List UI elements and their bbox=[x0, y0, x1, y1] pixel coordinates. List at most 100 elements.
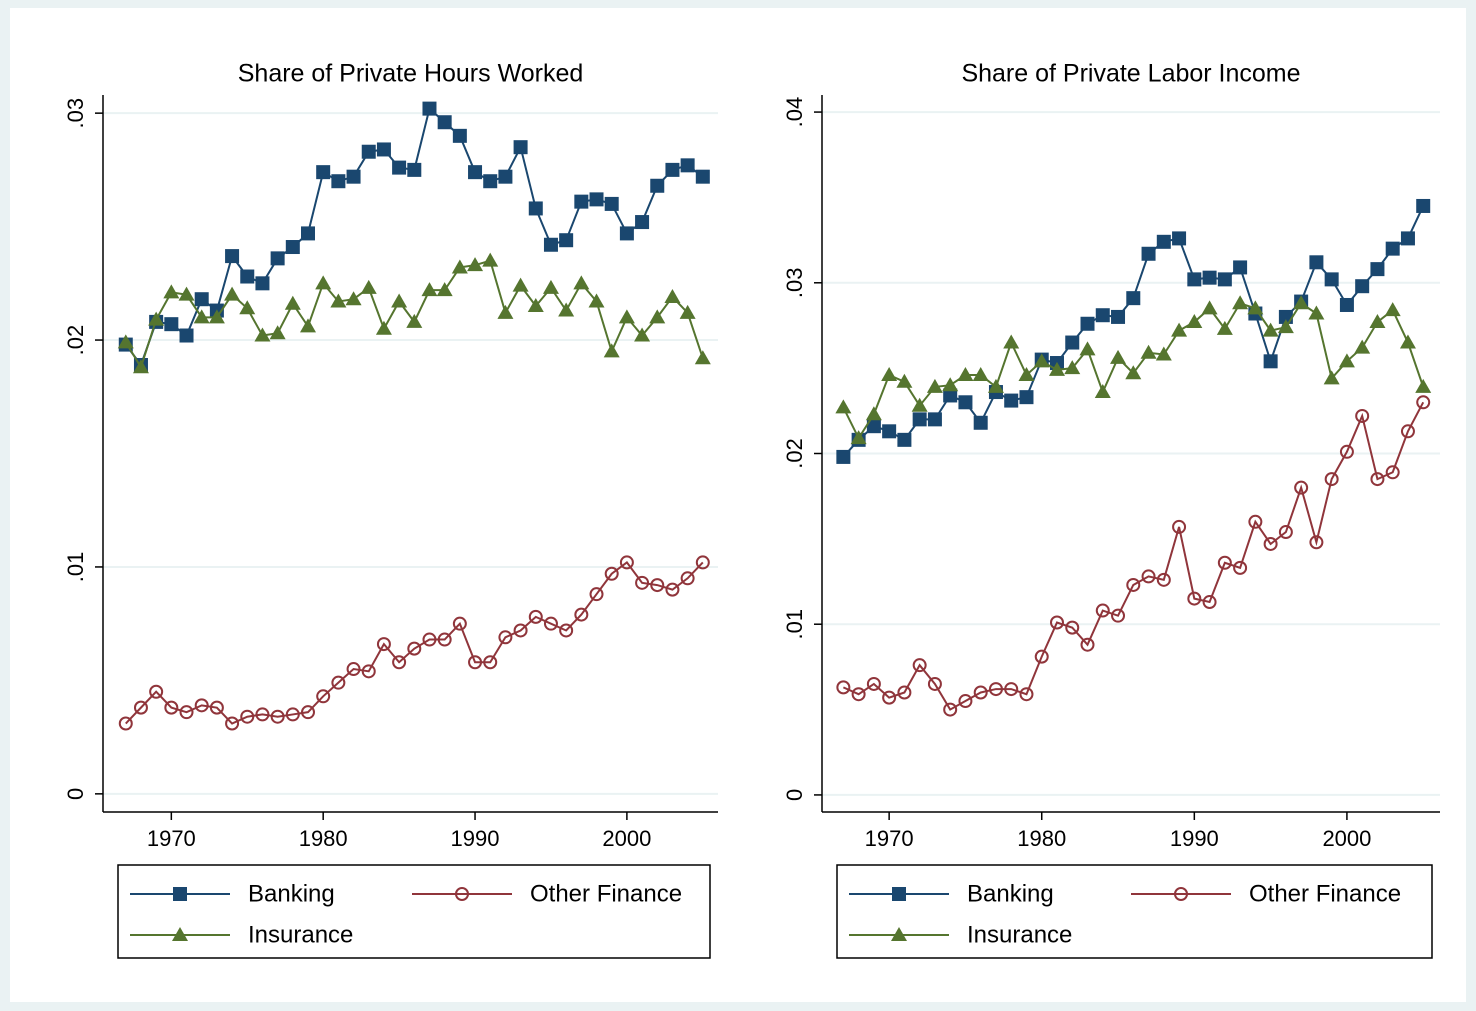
marker-square bbox=[225, 249, 240, 264]
marker-square bbox=[912, 412, 927, 427]
marker-triangle bbox=[1354, 339, 1371, 354]
marker-circle bbox=[452, 616, 467, 631]
marker-triangle bbox=[1064, 360, 1081, 375]
marker-square bbox=[650, 178, 665, 193]
marker-triangle bbox=[835, 399, 852, 414]
x-tick-label: 2000 bbox=[1322, 826, 1371, 851]
marker-square bbox=[173, 887, 187, 901]
marker-circle bbox=[589, 587, 604, 602]
marker-square bbox=[1004, 393, 1019, 408]
marker-triangle bbox=[1094, 384, 1111, 399]
marker-square bbox=[943, 388, 958, 403]
marker-triangle bbox=[1018, 366, 1035, 381]
marker-circle bbox=[1400, 424, 1415, 439]
marker-circle bbox=[270, 709, 285, 724]
marker-square bbox=[1065, 335, 1080, 350]
y-tick-label: .02 bbox=[782, 438, 807, 469]
marker-square bbox=[376, 142, 391, 157]
marker-square bbox=[407, 162, 422, 177]
marker-circle bbox=[665, 582, 680, 597]
marker-circle bbox=[1233, 560, 1248, 575]
marker-triangle bbox=[172, 927, 188, 941]
marker-circle bbox=[240, 709, 255, 724]
marker-triangle bbox=[649, 309, 666, 324]
marker-triangle bbox=[406, 313, 423, 328]
marker-triangle bbox=[679, 304, 696, 319]
marker-square bbox=[635, 215, 650, 230]
marker-square bbox=[1095, 308, 1110, 323]
marker-triangle bbox=[1140, 344, 1157, 359]
y-tick-label: 0 bbox=[782, 789, 807, 801]
marker-triangle bbox=[269, 325, 286, 340]
marker-triangle bbox=[865, 406, 882, 421]
marker-circle bbox=[866, 676, 881, 691]
marker-circle bbox=[118, 716, 133, 731]
series-line bbox=[125, 561, 704, 725]
marker-triangle bbox=[239, 300, 256, 315]
legend-label: Banking bbox=[248, 880, 335, 907]
marker-triangle bbox=[345, 291, 362, 306]
marker-square bbox=[1263, 354, 1278, 369]
marker-circle bbox=[1202, 595, 1217, 610]
marker-circle bbox=[1095, 603, 1110, 618]
marker-triangle bbox=[972, 366, 989, 381]
marker-circle bbox=[1217, 555, 1232, 570]
marker-square bbox=[836, 449, 851, 464]
marker-triangle bbox=[957, 366, 974, 381]
marker-triangle bbox=[881, 366, 898, 381]
marker-square bbox=[665, 162, 680, 177]
marker-triangle bbox=[284, 295, 301, 310]
marker-triangle bbox=[360, 279, 377, 294]
marker-circle bbox=[559, 623, 574, 638]
marker-square bbox=[1187, 272, 1202, 287]
marker-circle bbox=[543, 616, 558, 631]
x-tick-label: 1980 bbox=[1017, 826, 1066, 851]
marker-square bbox=[316, 165, 331, 180]
x-tick-label: 1970 bbox=[865, 826, 914, 851]
marker-square bbox=[1156, 234, 1171, 249]
x-tick-label: 2000 bbox=[602, 826, 651, 851]
marker-circle bbox=[455, 887, 469, 901]
marker-circle bbox=[973, 685, 988, 700]
marker-circle bbox=[1370, 472, 1385, 487]
marker-triangle bbox=[558, 302, 575, 317]
marker-circle bbox=[1080, 637, 1095, 652]
marker-triangle bbox=[132, 359, 149, 374]
marker-square bbox=[270, 251, 285, 266]
legend-label: Other Finance bbox=[1249, 880, 1401, 907]
marker-triangle bbox=[1338, 353, 1355, 368]
x-tick-label: 1970 bbox=[147, 826, 196, 851]
marker-circle bbox=[912, 658, 927, 673]
marker-triangle bbox=[1308, 305, 1325, 320]
marker-triangle bbox=[254, 327, 271, 342]
marker-triangle bbox=[694, 350, 711, 365]
marker-circle bbox=[1385, 465, 1400, 480]
marker-circle bbox=[361, 664, 376, 679]
marker-circle bbox=[1156, 572, 1171, 587]
marker-square bbox=[1111, 309, 1126, 324]
marker-square bbox=[255, 276, 270, 291]
marker-triangle bbox=[315, 275, 332, 290]
marker-triangle bbox=[926, 378, 943, 393]
marker-triangle bbox=[1293, 295, 1310, 310]
marker-circle bbox=[1339, 444, 1354, 459]
marker-triangle bbox=[497, 304, 514, 319]
marker-triangle bbox=[178, 286, 195, 301]
marker-circle bbox=[619, 555, 634, 570]
marker-triangle bbox=[467, 257, 484, 272]
marker-square bbox=[1309, 255, 1324, 270]
legend-box bbox=[117, 864, 711, 959]
marker-square bbox=[483, 174, 498, 189]
marker-circle bbox=[392, 655, 407, 670]
marker-triangle bbox=[603, 343, 620, 358]
marker-circle bbox=[331, 675, 346, 690]
y-tick-label: .03 bbox=[782, 267, 807, 298]
marker-triangle bbox=[664, 288, 681, 303]
marker-square bbox=[392, 160, 407, 175]
marker-triangle bbox=[542, 279, 559, 294]
marker-square bbox=[240, 269, 255, 284]
marker-circle bbox=[1416, 395, 1431, 410]
marker-triangle bbox=[1262, 322, 1279, 337]
marker-circle bbox=[149, 684, 164, 699]
marker-circle bbox=[1019, 687, 1034, 702]
